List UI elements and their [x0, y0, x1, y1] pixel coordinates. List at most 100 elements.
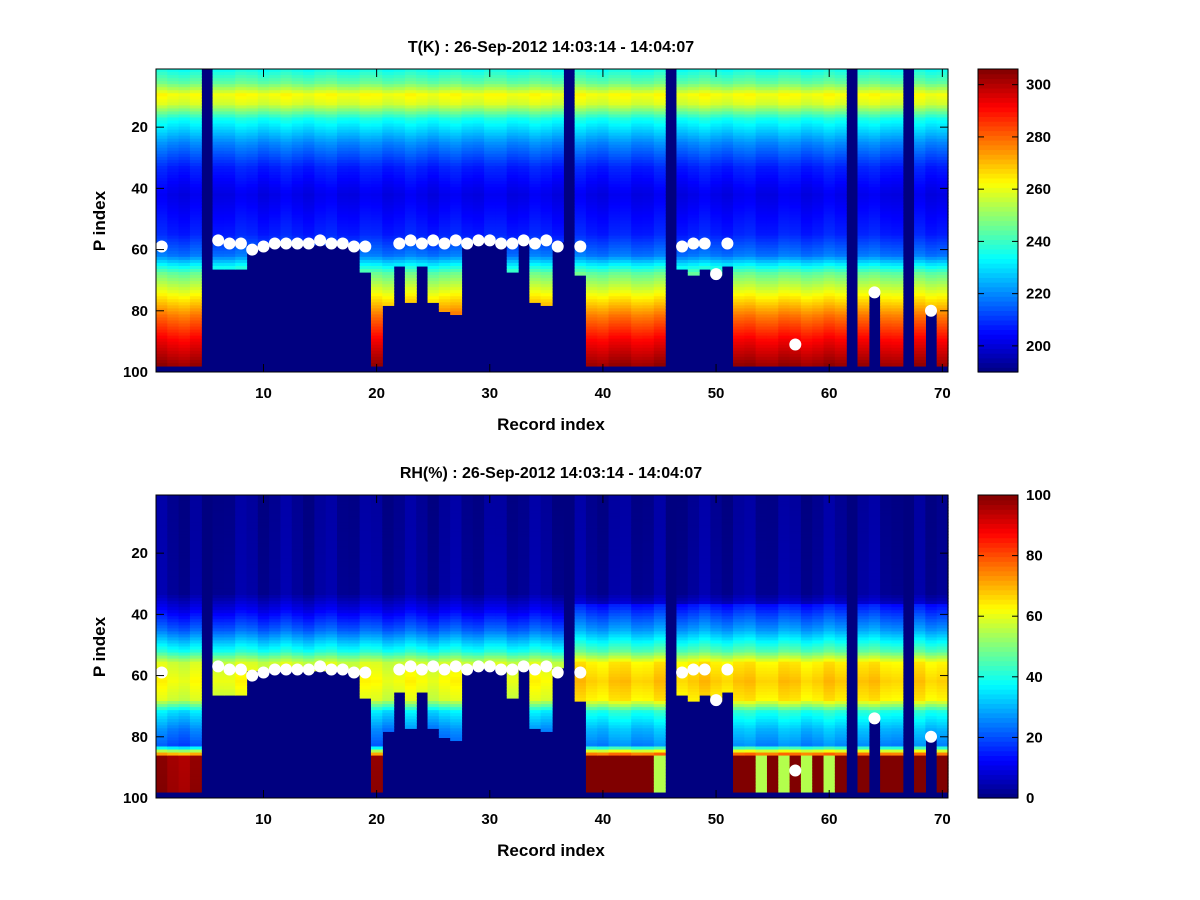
heatmap-cell — [382, 278, 395, 282]
heatmap-cell — [721, 205, 734, 209]
heatmap-cell — [156, 220, 168, 225]
heatmap-cell — [574, 147, 587, 152]
heatmap-cell — [574, 96, 587, 100]
heatmap-cell — [597, 135, 610, 140]
heatmap-cell — [699, 181, 711, 185]
heatmap-cell — [552, 175, 564, 179]
heatmap-cell — [370, 235, 383, 240]
heatmap-cell — [585, 275, 598, 279]
heatmap-cell — [382, 232, 395, 237]
heatmap-cell — [733, 138, 745, 143]
heatmap-cell — [235, 220, 248, 225]
heatmap-cell — [167, 181, 180, 185]
heatmap-cell — [574, 87, 587, 91]
heatmap-cell — [653, 111, 666, 116]
heatmap-cell — [167, 281, 180, 285]
heatmap-cell — [212, 262, 225, 267]
heatmap-cell — [246, 190, 259, 194]
heatmap-cell — [189, 172, 202, 176]
heatmap-cell — [506, 120, 519, 125]
heatmap-cell — [687, 165, 700, 170]
heatmap-cell — [223, 96, 236, 100]
heatmap-cell — [438, 281, 451, 285]
heatmap-cell — [529, 268, 542, 273]
heatmap-cell — [235, 202, 248, 206]
heatmap-cell — [178, 241, 191, 246]
heatmap-cell — [167, 335, 180, 340]
heatmap-cell — [337, 196, 349, 200]
heatmap-cell — [744, 175, 757, 179]
heatmap-cell — [370, 311, 383, 316]
heatmap-cell — [540, 102, 553, 106]
heatmap-cell — [438, 293, 451, 297]
heatmap-cell — [585, 193, 598, 197]
heatmap-cell — [427, 196, 440, 200]
heatmap-cell — [608, 247, 621, 252]
heatmap-cell — [518, 87, 530, 91]
heatmap-cell — [404, 199, 417, 203]
heatmap-cell — [529, 75, 542, 79]
heatmap-cell — [585, 108, 598, 113]
heatmap-cell — [303, 187, 315, 191]
heatmap-cell — [699, 253, 711, 258]
heatmap-cell — [552, 187, 564, 191]
heatmap-cell — [518, 168, 530, 173]
heatmap-cell — [359, 81, 372, 85]
heatmap-cell — [178, 244, 191, 249]
heatmap-cell — [348, 168, 361, 173]
heatmap-cell — [167, 344, 180, 349]
heatmap-cell — [631, 102, 644, 106]
heatmap-cell — [699, 165, 711, 170]
heatmap-cell — [529, 284, 542, 288]
heatmap-cell — [370, 350, 383, 355]
heatmap-cell — [212, 90, 225, 94]
heatmap-cell — [608, 268, 621, 273]
heatmap-cell — [167, 362, 180, 367]
heatmap-cell — [404, 229, 417, 234]
heatmap-cell — [710, 123, 723, 128]
heatmap-cell — [653, 326, 666, 331]
heatmap-cell — [382, 120, 395, 125]
heatmap-cell — [608, 238, 621, 243]
heatmap-cell — [529, 168, 542, 173]
heatmap-cell — [676, 214, 689, 219]
heatmap-cell — [529, 153, 542, 158]
heatmap-cell — [608, 172, 621, 176]
heatmap-cell — [314, 93, 327, 97]
heatmap-cell — [382, 147, 395, 152]
heatmap-cell — [733, 199, 745, 203]
heatmap-cell — [506, 75, 519, 79]
heatmap-cell — [608, 205, 621, 209]
heatmap-cell — [314, 144, 327, 149]
heatmap-cell — [348, 150, 361, 155]
heatmap-cell — [608, 259, 621, 264]
heatmap-cell — [393, 144, 406, 149]
heatmap-cell — [178, 108, 191, 113]
heatmap-cell — [404, 220, 417, 225]
heatmap-cell — [269, 168, 282, 173]
heatmap-cell — [370, 244, 383, 249]
heatmap-cell — [744, 172, 757, 176]
heatmap-cell — [585, 220, 598, 225]
heatmap-cell — [370, 117, 383, 122]
heatmap-cell — [574, 175, 587, 179]
heatmap-cell — [314, 90, 327, 94]
heatmap-cell — [404, 287, 417, 291]
heatmap-cell — [710, 78, 723, 82]
heatmap-cell — [744, 114, 757, 119]
heatmap-cell — [416, 84, 429, 88]
heatmap-cell — [710, 199, 723, 203]
heatmap-cell — [540, 144, 553, 149]
heatmap-cell — [438, 217, 451, 222]
heatmap-cell — [552, 93, 564, 97]
heatmap-cell — [472, 159, 485, 164]
heatmap-cell — [189, 320, 202, 325]
heatmap-cell — [167, 202, 180, 206]
heatmap-cell — [178, 253, 191, 258]
heatmap-cell — [189, 362, 202, 367]
heatmap-cell — [585, 175, 598, 179]
heatmap-cell — [291, 165, 304, 170]
heatmap-cell — [733, 181, 745, 185]
heatmap-cell — [257, 202, 270, 206]
heatmap-cell — [631, 305, 644, 309]
